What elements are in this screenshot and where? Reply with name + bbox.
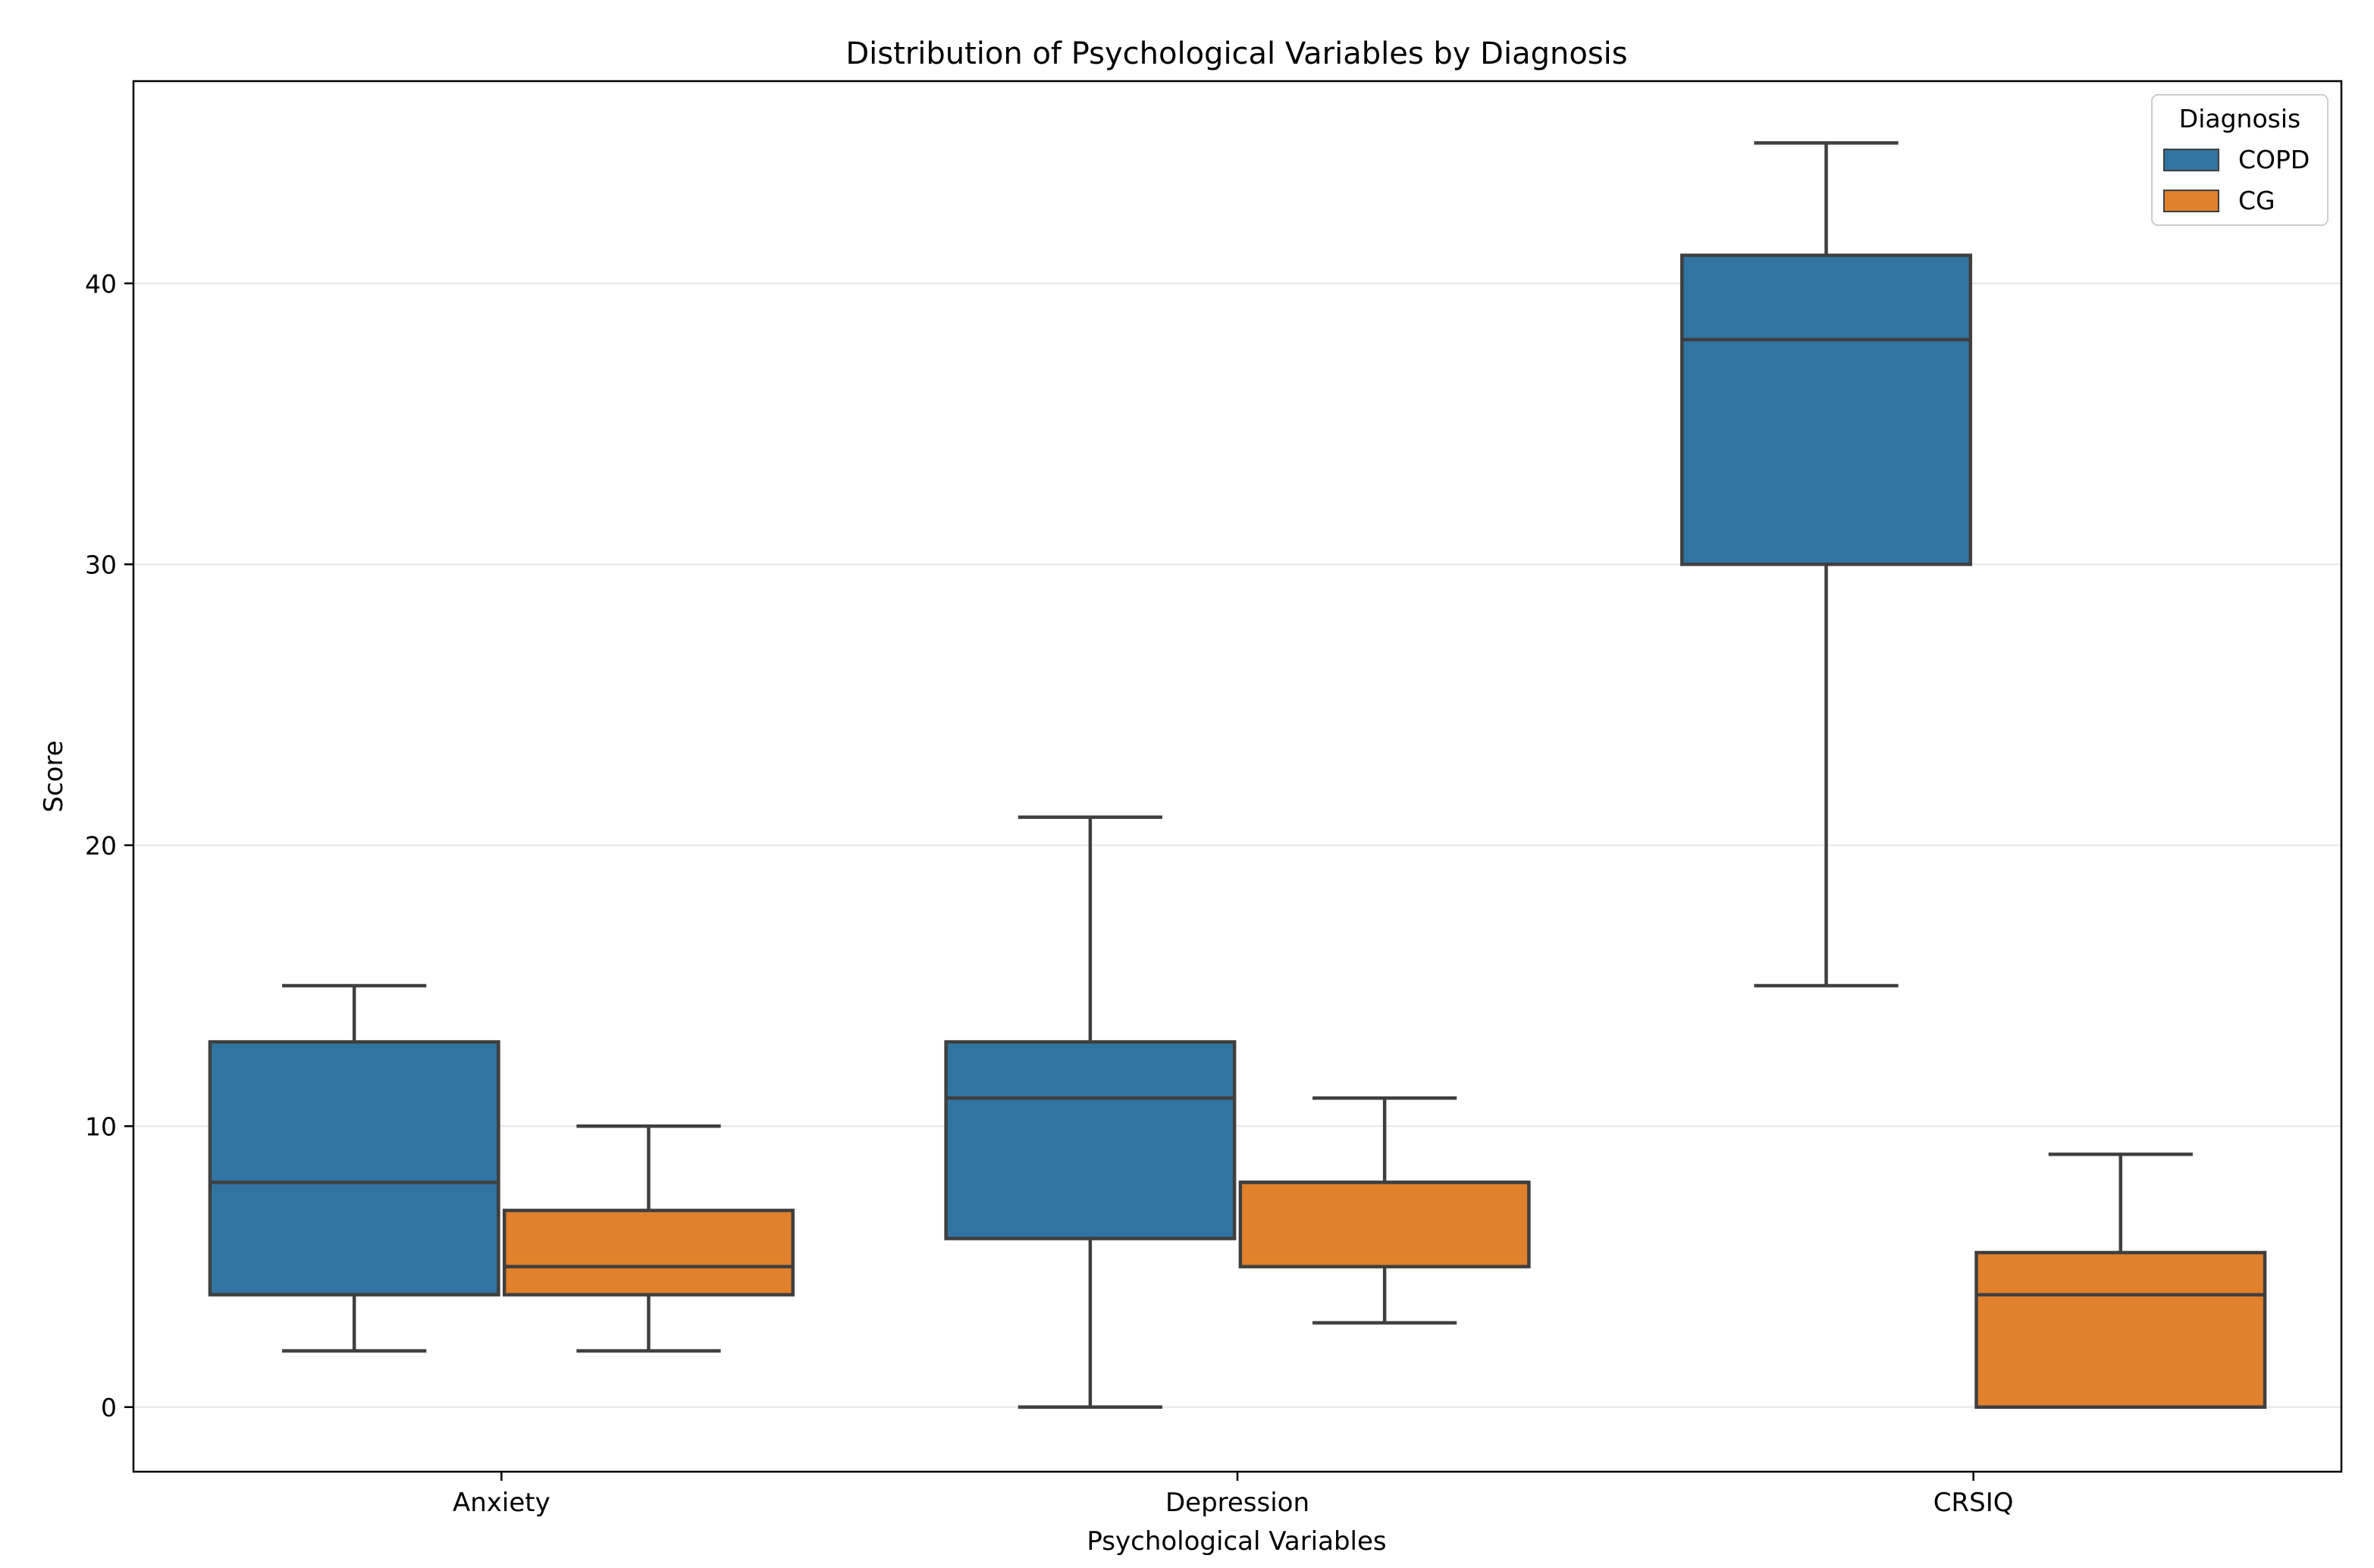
- box-body: [1974, 1250, 2267, 1410]
- y-tick-label: 0: [101, 1393, 117, 1422]
- axis-ticks: 0 10 20 30 40 Anxiety Depression CRSIQ: [85, 269, 2014, 1518]
- x-tick-label: Anxiety: [453, 1488, 550, 1518]
- y-tick-label: 40: [85, 269, 117, 299]
- box-cg-depression: [1238, 1096, 1531, 1325]
- y-tick-label: 20: [85, 831, 117, 861]
- x-tick-label: CRSIQ: [1933, 1488, 2014, 1518]
- box-copd-depression: [944, 815, 1237, 1410]
- box-body: [208, 1040, 500, 1297]
- box-body: [1238, 1181, 1531, 1269]
- y-tick-label: 10: [85, 1112, 117, 1141]
- box-body: [944, 1040, 1237, 1240]
- x-tick-label: Depression: [1165, 1488, 1309, 1518]
- chart-title: Distribution of Psychological Variables …: [845, 36, 1627, 71]
- legend-label-cg: CG: [2238, 186, 2275, 215]
- legend-swatch-copd: [2163, 149, 2219, 171]
- box-cg-crsiq: [1974, 1152, 2267, 1410]
- legend-title: Diagnosis: [2179, 104, 2300, 133]
- grid-lines: [133, 282, 2341, 1408]
- legend-label-copd: COPD: [2238, 145, 2310, 174]
- box-copd-anxiety: [208, 983, 500, 1353]
- y-tick-label: 30: [85, 550, 117, 579]
- box-body: [1680, 253, 1973, 566]
- box-group: [208, 141, 2267, 1410]
- box-cg-anxiety: [502, 1124, 795, 1353]
- legend: Diagnosis COPD CG: [2151, 94, 2329, 226]
- box-copd-crsiq: [1680, 141, 1973, 988]
- x-axis-label: Psychological Variables: [1087, 1526, 1386, 1557]
- legend-swatch-cg: [2163, 190, 2219, 212]
- y-axis-label: Score: [39, 740, 69, 812]
- box-body: [502, 1209, 795, 1297]
